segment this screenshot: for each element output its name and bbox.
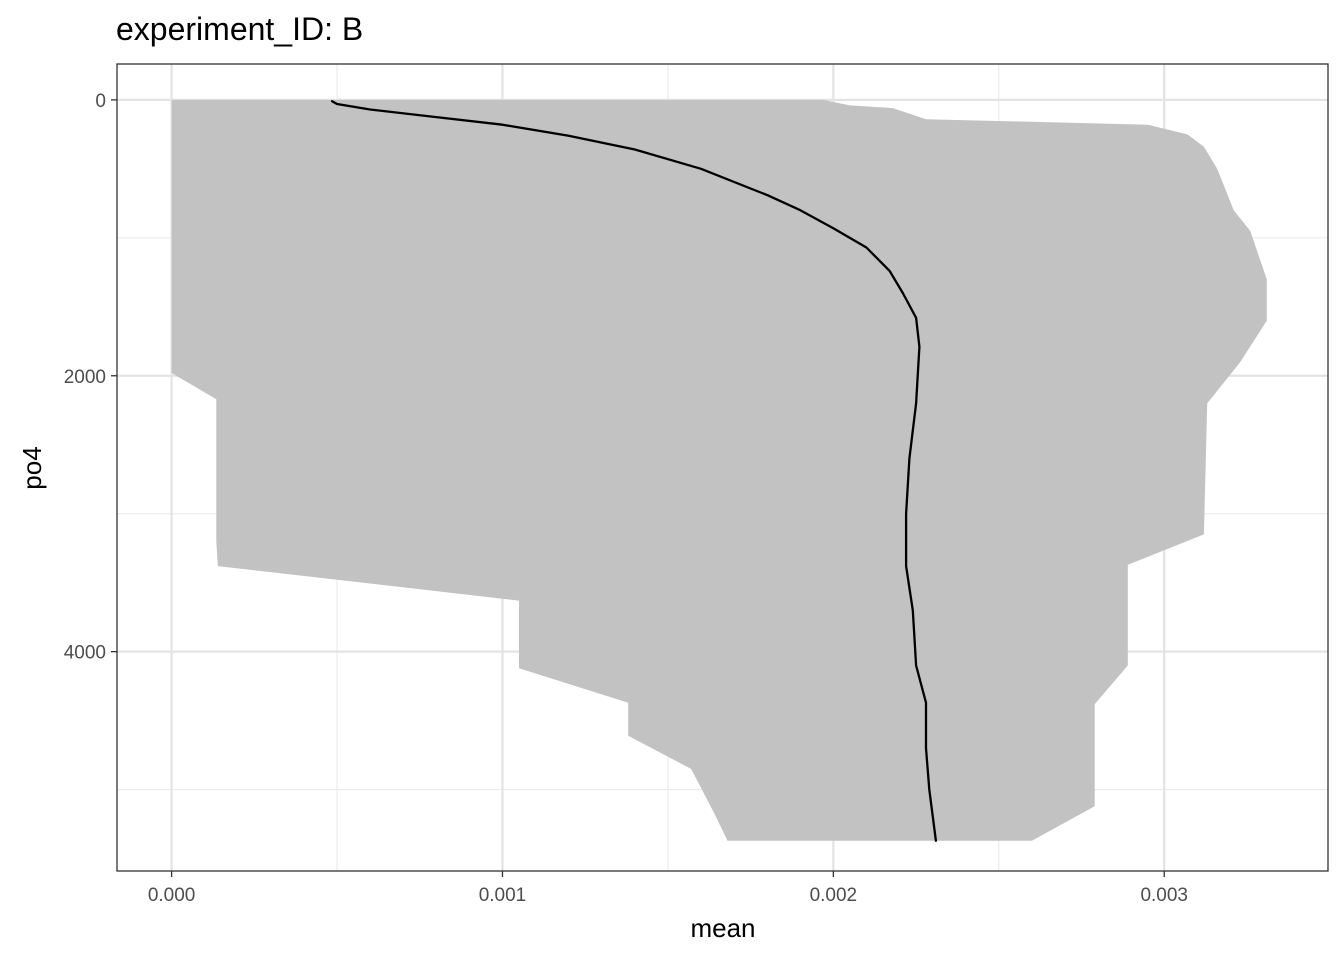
y-tick-label: 0	[95, 91, 106, 112]
x-axis-title: mean	[690, 913, 755, 943]
line-layer	[330, 100, 938, 842]
axes: 0.000 0.001 0.002 0.003 0 2000 4000	[64, 91, 1188, 906]
x-tick-label: 0.002	[810, 885, 858, 906]
x-tick-label: 0.000	[148, 885, 196, 906]
x-tick-label: 0.003	[1140, 885, 1188, 906]
ribbon-area	[171, 99, 1267, 841]
x-tick-label: 0.001	[479, 885, 527, 906]
y-tick-label: 2000	[64, 367, 106, 388]
panel-border	[116, 63, 1329, 872]
chart-title: experiment_ID: B	[116, 11, 363, 47]
mean-line	[330, 100, 938, 842]
y-axis-title: po4	[17, 446, 47, 489]
ribbon-layer	[171, 99, 1267, 841]
y-tick-label: 4000	[64, 643, 106, 664]
